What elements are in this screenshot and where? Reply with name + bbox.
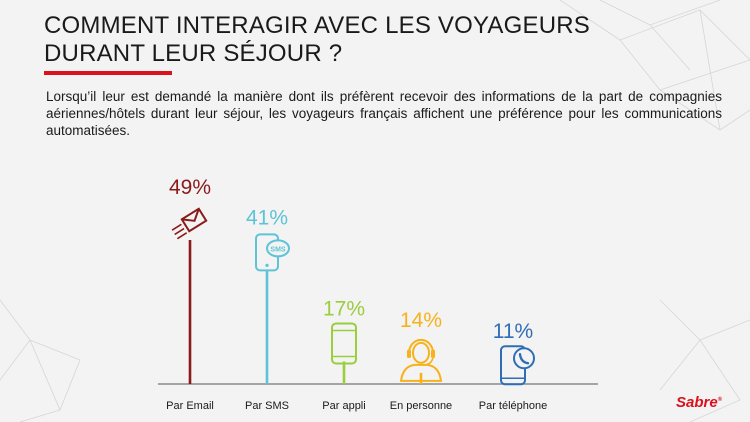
value-label: 14%: [400, 309, 442, 332]
email-send-icon: [171, 207, 208, 240]
page-title: COMMENT INTERAGIR AVEC LES VOYAGEURS DUR…: [44, 12, 590, 67]
headset-person-icon: [399, 338, 443, 382]
value-label: 17%: [323, 297, 365, 320]
value-label: 41%: [246, 206, 288, 229]
category-label: Par SMS: [245, 400, 289, 412]
value-label: 49%: [169, 176, 211, 199]
category-label: Par appli: [322, 400, 365, 412]
sms-phone-icon: SMS: [255, 233, 290, 272]
value-label: 11%: [493, 320, 533, 343]
title-underline: [44, 71, 172, 75]
category-label: Par Email: [166, 400, 214, 412]
svg-text:SMS: SMS: [270, 246, 286, 253]
category-label: Par téléphone: [479, 400, 548, 412]
category-label: En personne: [390, 400, 452, 412]
mobile-app-icon: [331, 322, 357, 365]
sabre-logo: Sabre®: [676, 394, 723, 411]
phone-call-icon: [500, 345, 535, 386]
intro-paragraph: Lorsqu’il leur est demandé la manière do…: [46, 89, 722, 138]
